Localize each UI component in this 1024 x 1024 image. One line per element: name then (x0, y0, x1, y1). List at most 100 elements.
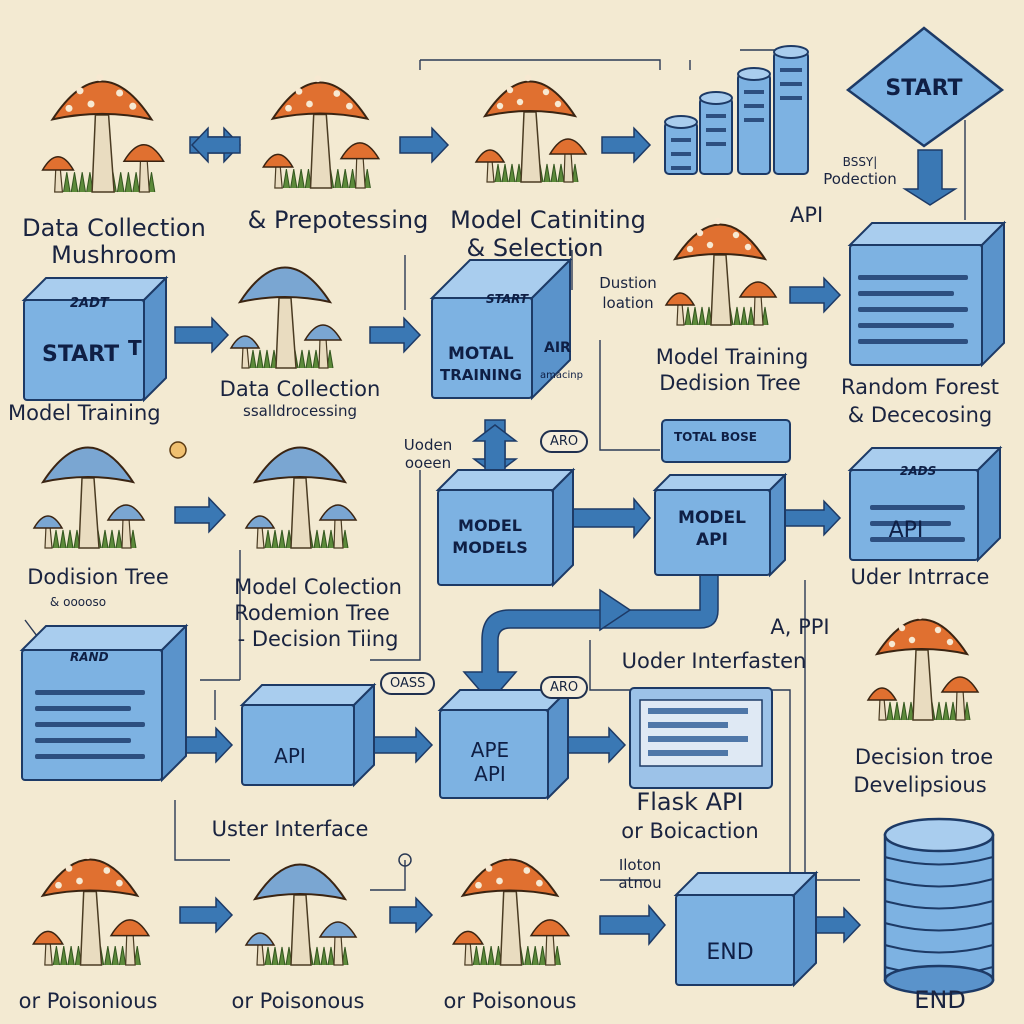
connector-line-10 (765, 689, 791, 880)
mushroom-group-1 (41, 74, 165, 193)
label-model-catiniting: Model Catiniting (450, 206, 646, 234)
label-decision-tree: Dedision Tree (659, 371, 801, 395)
label-uder-intrrace: Uder Intrrace (850, 565, 990, 589)
model-api-block (652, 472, 788, 578)
mushroom-group-11 (451, 852, 571, 966)
start-block-mark: T (128, 336, 142, 360)
random-block-text-line-1 (858, 275, 968, 280)
rando-block (19, 623, 189, 783)
mushroom-group-8 (866, 612, 980, 721)
stack-bar-top-3 (737, 67, 771, 81)
label-boicaction: or Boicaction (621, 819, 759, 843)
arrow-m3-to-end (599, 904, 666, 946)
label-develipsious: Develipsious (853, 773, 987, 797)
label-a-ppi: A, PPI (770, 615, 830, 639)
rando-block-text-line-3 (35, 722, 145, 727)
label-uster-interface: Uster Interface (211, 817, 369, 841)
label-mushroom: Mushroom (51, 241, 177, 269)
label-decision-troe: Decision troe (854, 745, 994, 769)
arrow-end-to-db (814, 906, 862, 944)
arrow-start-down (902, 149, 958, 206)
stack-bar-3 (737, 73, 771, 175)
model-models-label-1: MODEL (458, 516, 522, 535)
motal-side-label-2: amacinp (540, 370, 583, 381)
stack-bar-stripe-4-3 (780, 96, 802, 100)
ui-window-line-2 (648, 722, 728, 728)
motal-block-label-2: TRAINING (440, 366, 522, 384)
label-loation: loation (602, 294, 654, 312)
ticket-bar (661, 419, 791, 463)
label-random-forest: Random Forest (840, 375, 1000, 399)
api-right-text-line-3 (870, 537, 965, 542)
random-block-text-line-4 (858, 323, 954, 328)
end-database (883, 817, 995, 996)
arrow-m2-to-m3 (389, 896, 434, 934)
mushroom-group-3 (474, 74, 588, 183)
model-api-label-1: MODEL (678, 508, 746, 528)
label-poisonous-3: or Poisonous (443, 989, 577, 1013)
label-bssy: BSSY| (842, 155, 878, 169)
connector-line-6 (599, 340, 660, 451)
arrow-api-to-ape (371, 726, 434, 764)
label-atnou: atnou (618, 874, 662, 892)
end-db-label: END (914, 986, 966, 1014)
rando-block-header: RAND (70, 650, 109, 664)
motal-training-block (429, 257, 573, 401)
rando-block-text-line-2 (35, 706, 131, 711)
small-node-marker (398, 853, 412, 867)
stack-bar-stripe-3-1 (744, 90, 764, 94)
connector-line-12 (174, 800, 230, 861)
connector-line-13 (370, 860, 406, 891)
label-podection: Podection (823, 170, 897, 188)
connector-line-9 (589, 640, 640, 691)
mushroom-group-5 (229, 266, 343, 369)
stack-bar-stripe-3-3 (744, 118, 764, 122)
label-dodision-tree: Dodision Tree (27, 565, 169, 589)
ape-label-1: APE (470, 738, 510, 762)
arrow-collection-back (190, 126, 241, 164)
mushroom-group-10 (244, 863, 358, 966)
rando-block-text-line-5 (35, 754, 145, 759)
aro-pill-2: ARO (540, 676, 589, 699)
ticket-bar-label: TOTAL BOSE (674, 430, 757, 444)
label-model-collection: Model Colection (234, 575, 402, 599)
stack-bar-top-4 (773, 45, 809, 59)
stack-bar-stripe-2-2 (706, 128, 726, 132)
mushroom-group-4 (664, 217, 778, 326)
model-models-label-2: MODELS (452, 538, 528, 557)
arrow-data-to-motal (369, 316, 422, 354)
stack-bar-stripe-1-1 (671, 138, 691, 142)
curved-arrow-api-to-ape (462, 567, 719, 704)
connector-line-2 (689, 49, 780, 70)
label-dodision-sub: & ooooso (49, 595, 107, 609)
model-api-label-2: API (696, 530, 728, 550)
label-selection: & Selection (466, 234, 604, 262)
arrow-preprocess-to-model (399, 126, 450, 164)
random-block-text-line-2 (858, 291, 954, 296)
label-ooeen: ooeen (404, 454, 452, 472)
motal-side-label-1: AIR (544, 340, 571, 356)
start-block-label: START (42, 342, 120, 367)
curved-arrow-head (599, 588, 632, 632)
label-api-top: API (790, 203, 824, 227)
motal-block-label-1: MOTAL (448, 344, 514, 364)
arrow-dt-to-mc (174, 496, 227, 534)
arrow-models-to-api (569, 497, 651, 539)
ape-label-2: API (474, 762, 506, 786)
stack-bar-top-2 (699, 91, 733, 105)
api-right-text-line-2 (870, 521, 951, 526)
arrow-m1-to-m2 (179, 896, 234, 934)
oass-pill: OASS (380, 672, 436, 695)
end-block-label: END (706, 940, 754, 965)
stack-bar-stripe-2-3 (706, 142, 726, 146)
label-data-collection: Data Collection (22, 214, 206, 242)
label-processing-mid: ssalldrocessing (243, 402, 357, 420)
label-poisonous-1: or Poisonious (18, 989, 158, 1013)
mushroom-group-9 (31, 852, 151, 966)
end-block (673, 870, 819, 988)
api-right-header: 2ADS (900, 464, 937, 478)
rando-block-text-line-1 (35, 690, 145, 695)
label-preprocessing: & Prepotessing (247, 206, 429, 234)
mushroom-group-7 (244, 446, 358, 549)
